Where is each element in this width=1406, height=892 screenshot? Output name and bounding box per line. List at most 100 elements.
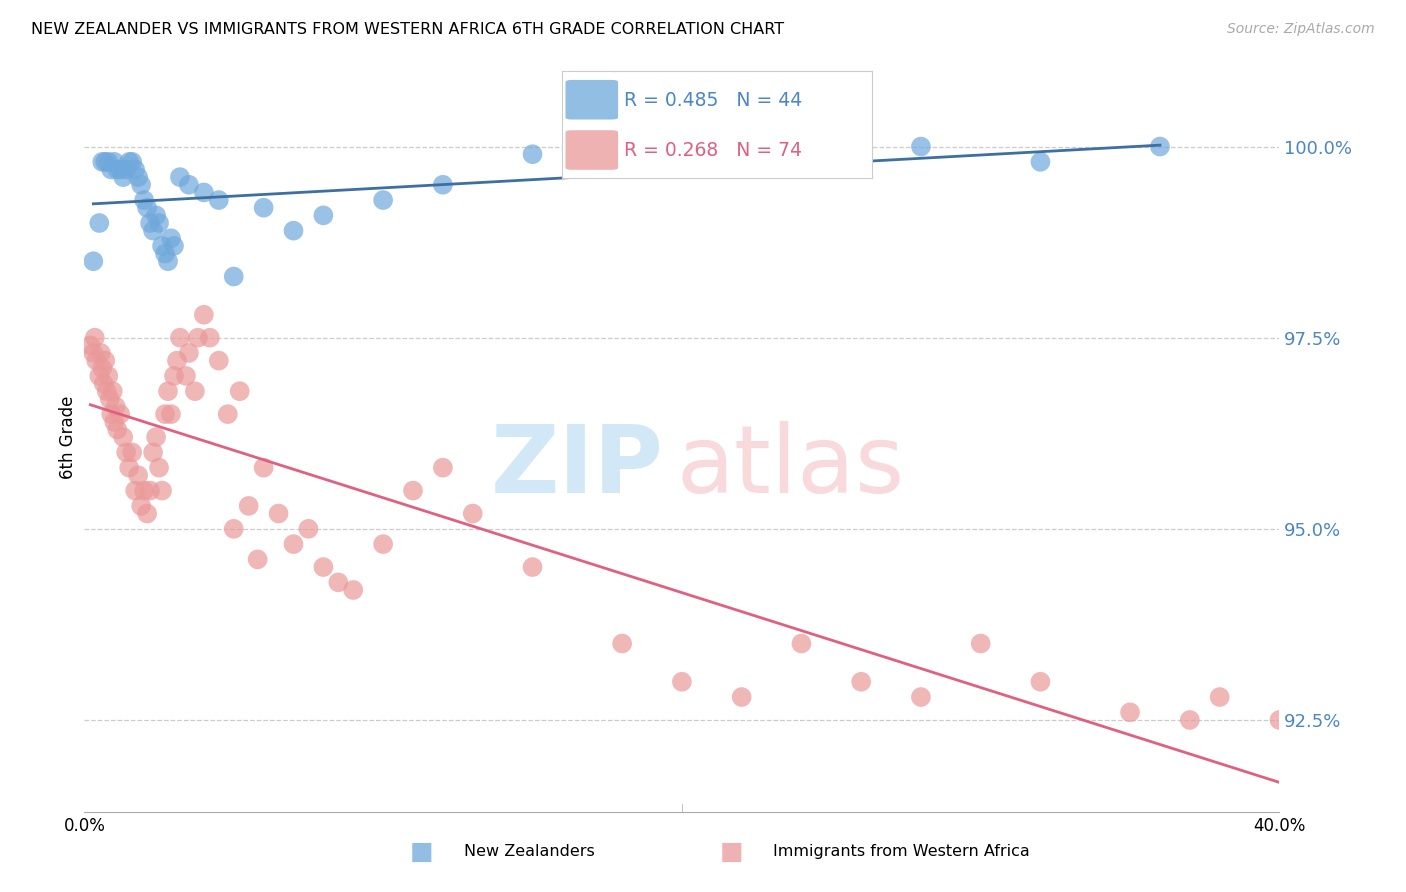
Point <box>208 353 231 368</box>
Text: ■: ■ <box>720 840 742 863</box>
Point <box>166 353 188 368</box>
Text: R = 0.268   N = 74: R = 0.268 N = 74 <box>624 141 803 160</box>
Point <box>342 582 364 597</box>
Point <box>150 483 173 498</box>
Point <box>105 422 128 436</box>
Point <box>132 193 156 207</box>
FancyBboxPatch shape <box>565 80 619 120</box>
Point <box>110 162 132 177</box>
Point <box>145 208 167 222</box>
Point <box>160 231 183 245</box>
Point <box>105 162 128 177</box>
Point <box>612 636 634 650</box>
Point <box>82 254 104 268</box>
Point <box>90 346 112 360</box>
Text: ZIP: ZIP <box>491 421 664 513</box>
Point <box>1029 154 1052 169</box>
Point <box>93 376 115 391</box>
Point <box>86 353 108 368</box>
Point <box>115 162 138 177</box>
Point <box>139 216 162 230</box>
Point <box>91 361 114 376</box>
Point <box>198 331 221 345</box>
Text: New Zealanders: New Zealanders <box>464 845 595 859</box>
Point <box>970 636 993 650</box>
Point <box>1149 139 1171 153</box>
Point <box>328 575 350 590</box>
Point <box>731 690 754 704</box>
Point <box>910 139 932 153</box>
Point <box>217 407 239 421</box>
Point <box>129 178 152 192</box>
Point <box>267 507 290 521</box>
Point <box>145 430 167 444</box>
Point <box>790 636 813 650</box>
Point <box>91 154 114 169</box>
Point <box>97 154 120 169</box>
Point <box>432 178 454 192</box>
Point <box>150 239 173 253</box>
Point <box>402 483 425 498</box>
Point <box>193 308 215 322</box>
Point <box>253 201 276 215</box>
Point <box>115 445 138 459</box>
Point <box>94 154 117 169</box>
Point <box>160 407 183 421</box>
Point <box>112 170 135 185</box>
Point <box>82 346 104 360</box>
Point <box>1119 706 1142 720</box>
Point <box>253 460 276 475</box>
Point <box>110 407 132 421</box>
Point <box>612 139 634 153</box>
Point <box>142 445 165 459</box>
Point <box>136 201 159 215</box>
Point <box>153 246 176 260</box>
Point <box>312 208 335 222</box>
Point <box>193 186 215 200</box>
Point <box>522 560 544 574</box>
Text: Immigrants from Western Africa: Immigrants from Western Africa <box>773 845 1031 859</box>
Point <box>104 400 127 414</box>
Point <box>89 368 111 383</box>
Text: atlas: atlas <box>676 421 904 513</box>
Point <box>129 499 152 513</box>
Point <box>139 483 162 498</box>
Point <box>851 154 873 169</box>
Point <box>97 368 120 383</box>
Point <box>208 193 231 207</box>
Point <box>101 384 124 399</box>
Point <box>169 331 191 345</box>
Point <box>103 154 125 169</box>
Point <box>103 415 125 429</box>
Point <box>121 154 143 169</box>
Point <box>153 407 176 421</box>
Point <box>1029 674 1052 689</box>
Point <box>163 239 186 253</box>
Point <box>731 139 754 153</box>
Point <box>432 460 454 475</box>
Point <box>222 269 245 284</box>
Text: R = 0.485   N = 44: R = 0.485 N = 44 <box>624 91 803 110</box>
Point <box>98 392 121 406</box>
Text: ■: ■ <box>411 840 433 863</box>
Point <box>1268 713 1291 727</box>
Point <box>157 384 180 399</box>
Point <box>83 331 105 345</box>
Point <box>118 154 141 169</box>
Text: Source: ZipAtlas.com: Source: ZipAtlas.com <box>1227 22 1375 37</box>
Point <box>89 216 111 230</box>
Point <box>100 407 122 421</box>
Point <box>373 193 395 207</box>
Point <box>851 674 873 689</box>
Point <box>157 254 180 268</box>
Point <box>79 338 101 352</box>
Point <box>124 483 146 498</box>
Text: NEW ZEALANDER VS IMMIGRANTS FROM WESTERN AFRICA 6TH GRADE CORRELATION CHART: NEW ZEALANDER VS IMMIGRANTS FROM WESTERN… <box>31 22 785 37</box>
Point <box>373 537 395 551</box>
Point <box>136 507 159 521</box>
Point <box>121 445 143 459</box>
Point <box>177 346 200 360</box>
Point <box>910 690 932 704</box>
Point <box>229 384 252 399</box>
Y-axis label: 6th Grade: 6th Grade <box>59 395 77 479</box>
